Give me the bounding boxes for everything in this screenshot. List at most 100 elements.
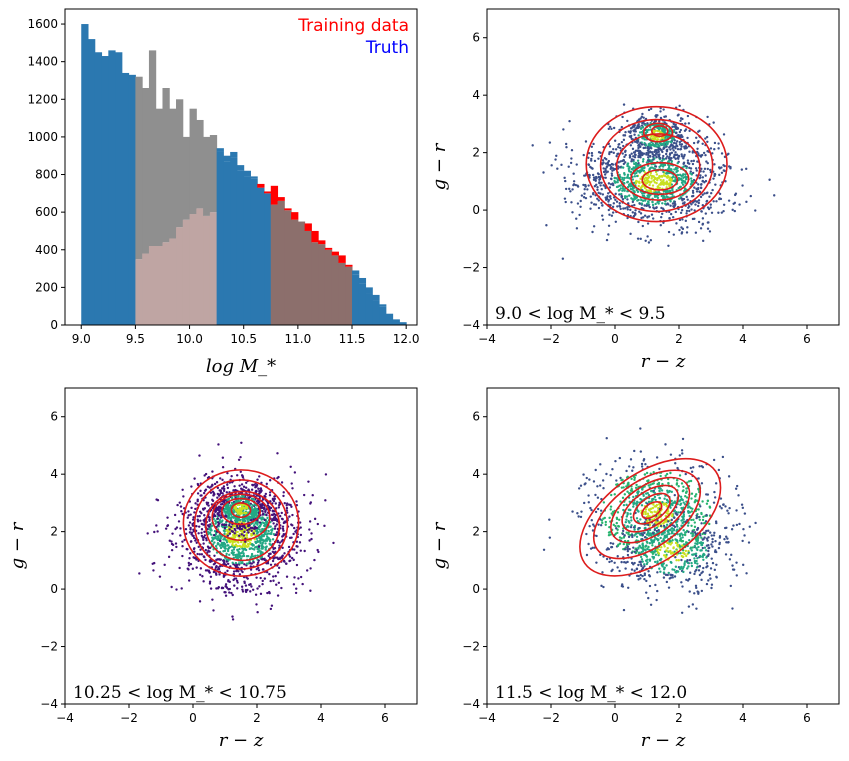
scatter-point [629,185,632,188]
scatter-point [576,202,580,205]
x-tick-label: 12.0 [393,332,420,346]
scatter-point [640,198,643,202]
scatter-point [245,481,248,484]
scatter-point [731,208,734,212]
scatter-point [251,543,254,546]
scatter-point [225,539,228,542]
scatter-point [682,514,686,518]
y-tick: −4 [462,318,487,332]
scatter-point [226,562,230,565]
scatter-point [650,151,654,154]
scatter-point [271,538,275,541]
scatter-point [639,518,642,521]
scatter-point [674,565,678,568]
scatter-point [663,174,666,177]
scatter-point [651,544,654,547]
scatter-point [607,233,610,236]
scatter-point [178,566,181,570]
scatter-point [592,203,596,206]
scatter-point [632,155,635,158]
scatter-point [257,487,260,490]
scatter-point [713,163,716,166]
scatter-point [647,241,651,244]
contour-line [205,490,281,562]
scatter-point [682,485,685,488]
contour-line [211,493,271,542]
x-tick: 2 [253,704,261,725]
scatter-point [207,525,211,528]
histogram-bar [324,249,333,325]
scatter-point [663,129,666,132]
scatter-point [233,532,236,535]
scatter-point [155,498,158,501]
scatter-point [297,577,300,580]
scatter-point [696,147,699,150]
scatter-point [609,177,613,180]
scatter-point [718,505,722,508]
scatter-point [678,130,682,134]
histogram-bar [101,56,109,326]
scatter-point [649,171,653,175]
scatter-point [230,501,234,505]
scatter-point [727,165,731,168]
scatter-point [615,177,618,180]
scatter-point [690,510,694,513]
scatter-point [735,509,738,512]
scatter-point [605,166,608,169]
scatter-point [706,115,709,119]
scatter-point [188,557,191,560]
scatter-point [183,538,186,542]
scatter-point [674,151,677,154]
contour-line [599,118,714,213]
scatter-point [206,551,209,554]
scatter-point [246,518,249,521]
y-tick: 200 [35,280,65,294]
scatter-point [609,505,613,508]
scatter-point [280,511,283,515]
scatter-point [262,506,265,510]
y-tick-label: 2 [472,146,480,160]
scatter-point [278,541,282,544]
scatter-point [614,198,617,201]
histogram-bar [311,242,319,325]
scatter-point [665,186,668,189]
x-tick-label: 9.5 [126,332,145,346]
scatter-point [642,194,645,198]
scatter-point [673,153,676,156]
scatter-point [231,530,235,533]
scatter-point [619,476,622,480]
scatter-point [626,198,629,201]
scatter-point [754,521,757,525]
scatter-point [268,591,271,595]
scatter-point [199,567,203,570]
scatter-point [243,542,247,545]
scatter-point [261,498,265,501]
scatter-point [285,509,289,512]
scatter-point [636,169,640,173]
scatter-point [608,145,612,148]
scatter-point [583,187,586,191]
scatter-point [668,540,671,543]
scatter-point [221,542,224,545]
scatter-point [668,178,671,182]
histogram-bar [243,176,251,325]
scatter-point [266,532,269,535]
scatter-point [672,179,675,183]
scatter-point [217,443,220,446]
scatter-point [709,168,712,172]
scatter-point [682,157,685,160]
scatter-point [684,177,688,181]
scatter-point [690,470,694,473]
scatter-point [659,178,662,182]
scatter-point [222,487,225,490]
scatter-point [675,153,679,156]
scatter-point [670,499,673,503]
scatter-point [672,122,675,126]
scatter-point [254,541,258,545]
scatter-point [590,159,593,162]
scatter-point [735,561,738,564]
scatter-point [609,473,612,477]
scatter-point [690,195,694,198]
scatter-point [617,543,620,546]
